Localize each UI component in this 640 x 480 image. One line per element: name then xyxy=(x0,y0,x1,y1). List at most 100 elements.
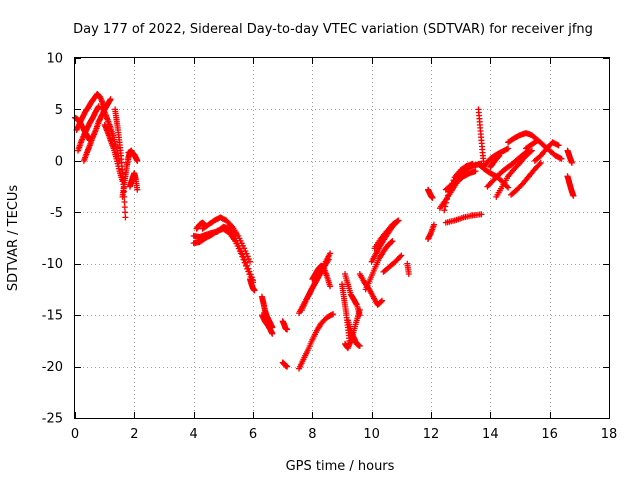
y-tick-label: -20 xyxy=(42,360,63,375)
axis-ticks xyxy=(75,58,610,419)
data-point xyxy=(325,256,332,263)
data-point xyxy=(505,145,512,152)
series-arc-14-5.9h xyxy=(247,276,258,294)
data-point xyxy=(536,161,543,168)
x-tick-label: 6 xyxy=(249,427,257,442)
data-point xyxy=(527,148,534,155)
data-point xyxy=(398,252,405,259)
x-tick-label: 10 xyxy=(363,427,380,442)
x-axis-label: GPS time / hours xyxy=(286,459,395,474)
data-point xyxy=(379,297,385,304)
data-point xyxy=(251,287,258,294)
data-point xyxy=(356,312,363,319)
series-arc-38-12.5h xyxy=(442,211,485,226)
series-arc-11-4.0h xyxy=(190,225,256,286)
data-point xyxy=(241,259,248,266)
data-point xyxy=(122,214,129,221)
series-arc-08-1.8h xyxy=(126,170,141,193)
data-point xyxy=(86,137,93,144)
series-arc-30-10.1h xyxy=(371,217,402,252)
data-point xyxy=(107,96,114,103)
series-arc-17-7.0h xyxy=(279,318,291,333)
data-point xyxy=(245,256,252,262)
data-point xyxy=(394,218,401,225)
plot-frame xyxy=(74,57,610,419)
y-tick-label: -10 xyxy=(42,257,63,272)
data-point xyxy=(121,199,128,205)
series-arc-49-16.6h xyxy=(564,173,577,199)
data-point xyxy=(537,159,544,166)
y-tick-label: -15 xyxy=(42,309,63,324)
x-tick-label: 14 xyxy=(482,427,499,442)
data-points xyxy=(72,91,577,372)
data-point xyxy=(442,203,449,210)
series-arc-16-6.3h xyxy=(258,312,276,337)
series-arc-13-4.1h xyxy=(193,219,209,232)
y-tick-label: -5 xyxy=(50,206,63,221)
data-point xyxy=(472,168,479,175)
series-arc-47-15.5h xyxy=(531,139,562,164)
data-point xyxy=(568,159,575,166)
x-tick-label: 0 xyxy=(71,427,79,442)
series-arc-26-9.2h xyxy=(344,317,363,349)
series-arc-45-14.6h xyxy=(505,130,541,146)
data-point xyxy=(429,194,436,201)
data-point xyxy=(284,363,291,370)
data-point xyxy=(528,147,535,154)
data-point xyxy=(356,343,363,349)
series-arc-34-11.9h xyxy=(425,186,436,201)
data-point xyxy=(269,330,276,337)
series-arc-28-9.8h xyxy=(362,238,396,293)
data-point xyxy=(444,196,450,203)
data-point xyxy=(243,250,250,257)
series-arc-25-9.1h xyxy=(342,271,363,319)
data-point xyxy=(239,253,246,260)
series-arc-50-16.6h xyxy=(564,147,575,166)
data-point xyxy=(242,262,249,269)
x-tick-label: 2 xyxy=(130,427,138,442)
data-point xyxy=(284,326,291,333)
data-point xyxy=(238,250,245,257)
y-axis-label: SDTVAR / TECUs xyxy=(6,185,21,292)
data-point xyxy=(245,268,252,275)
data-point xyxy=(244,253,251,260)
data-point xyxy=(558,155,565,162)
chart-title: Day 177 of 2022, Sidereal Day-to-day VTE… xyxy=(73,22,593,37)
y-tick-label: 10 xyxy=(46,52,63,67)
data-point xyxy=(478,211,485,218)
x-axis-tick-labels: 0 2 4 6 8 10 12 14 16 18 xyxy=(71,427,617,442)
series-arc-18-7.0h xyxy=(279,359,291,370)
series-arc-31-10.4h xyxy=(380,252,405,275)
series-arc-32-11.2h xyxy=(404,260,412,277)
data-point xyxy=(378,298,385,305)
y-tick-label: 5 xyxy=(55,103,63,118)
data-point xyxy=(570,192,577,199)
y-tick-label: -25 xyxy=(42,412,63,427)
data-point xyxy=(555,142,562,149)
data-point xyxy=(121,204,128,211)
series-arc-44-14.7h xyxy=(508,159,544,198)
series-arc-33-11.9h xyxy=(425,221,437,242)
series-arc-37-12.5h xyxy=(442,160,485,193)
data-point xyxy=(327,250,334,257)
data-point xyxy=(397,253,404,260)
y-tick-label: 0 xyxy=(55,154,63,169)
data-point xyxy=(389,238,396,245)
data-point xyxy=(505,184,512,191)
data-point xyxy=(134,157,141,164)
x-tick-label: 4 xyxy=(190,427,198,442)
data-point xyxy=(431,221,437,228)
grid-lines xyxy=(75,58,609,418)
data-point xyxy=(405,271,412,277)
series-arc-43-14.2h xyxy=(493,147,535,200)
data-point xyxy=(496,152,503,159)
data-point xyxy=(327,283,334,290)
x-tick-label: 18 xyxy=(601,427,618,442)
series-arc-48-14.0h xyxy=(487,152,503,170)
data-point xyxy=(240,256,247,263)
data-point xyxy=(441,207,448,214)
data-point xyxy=(388,238,395,245)
data-point xyxy=(395,217,402,224)
data-point xyxy=(444,192,451,199)
